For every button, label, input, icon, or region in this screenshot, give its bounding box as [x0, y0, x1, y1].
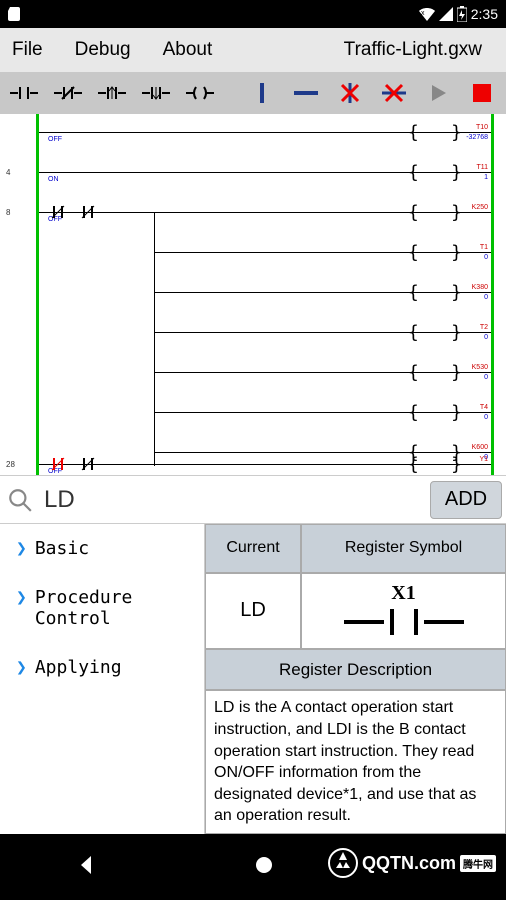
ladder-rail-left [36, 114, 39, 475]
filename: Traffic-Light.gxw [344, 39, 482, 61]
signal-icon [439, 7, 453, 21]
search-icon [0, 487, 40, 513]
ladder-rail-right [491, 114, 494, 475]
battery-icon [457, 6, 467, 22]
sidebar-item-procedure[interactable]: ❯ Procedure Control [0, 573, 204, 643]
sidebar-label: Procedure Control [35, 587, 133, 629]
tool-contact-no[interactable] [6, 77, 42, 109]
sidebar-item-basic[interactable]: ❯ Basic [0, 524, 204, 573]
svg-text:x: x [421, 10, 425, 17]
sidebar-label: Applying [35, 657, 122, 678]
tool-contact-nc[interactable] [50, 77, 86, 109]
watermark: QQTN.com 腾牛网 [328, 848, 496, 878]
bottom-panel: ❯ Basic ❯ Procedure Control ❯ Applying C… [0, 524, 506, 834]
menu-debug[interactable]: Debug [75, 39, 131, 61]
android-nav-bar: QQTN.com 腾牛网 [0, 834, 506, 900]
tool-vline[interactable] [244, 77, 280, 109]
current-header: Current [205, 524, 301, 573]
tool-delete-v[interactable] [332, 77, 368, 109]
tool-delete-h[interactable] [376, 77, 412, 109]
tool-falling[interactable] [138, 77, 174, 109]
symbol-header: Register Symbol [301, 524, 506, 573]
sidebar-label: Basic [35, 538, 89, 559]
desc-header: Register Description [205, 649, 506, 690]
register-symbol: X1 [301, 573, 506, 650]
nav-back[interactable] [77, 854, 99, 881]
wifi-icon: x [419, 7, 435, 21]
tool-stop[interactable] [464, 77, 500, 109]
detail-panel: Current Register Symbol LD X1 Register D… [205, 524, 506, 834]
status-bar: x 2:35 [0, 0, 506, 28]
category-sidebar: ❯ Basic ❯ Procedure Control ❯ Applying [0, 524, 205, 834]
current-value: LD [205, 573, 301, 650]
tool-rising[interactable] [94, 77, 130, 109]
menu-about[interactable]: About [163, 39, 213, 61]
status-time: 2:35 [471, 6, 498, 22]
menu-bar: File Debug About Traffic-Light.gxw [0, 28, 506, 72]
tool-play[interactable] [420, 77, 456, 109]
search-row: ADD [0, 476, 506, 524]
sd-card-icon [8, 7, 20, 21]
tool-coil[interactable] [182, 77, 218, 109]
chevron-icon: ❯ [16, 538, 27, 559]
ladder-diagram[interactable]: { } T10 -32768 OFF { } 4 T11 1 ON { } 8 … [0, 114, 506, 476]
search-input[interactable] [40, 482, 430, 518]
add-button[interactable]: ADD [430, 481, 502, 519]
toolbar [0, 72, 506, 114]
chevron-icon: ❯ [16, 587, 27, 608]
tool-hline[interactable] [288, 77, 324, 109]
menu-file[interactable]: File [12, 39, 43, 61]
sidebar-item-applying[interactable]: ❯ Applying [0, 643, 204, 692]
description: LD is the A contact operation start inst… [205, 690, 506, 834]
nav-home[interactable] [254, 855, 274, 880]
chevron-icon: ❯ [16, 657, 27, 678]
